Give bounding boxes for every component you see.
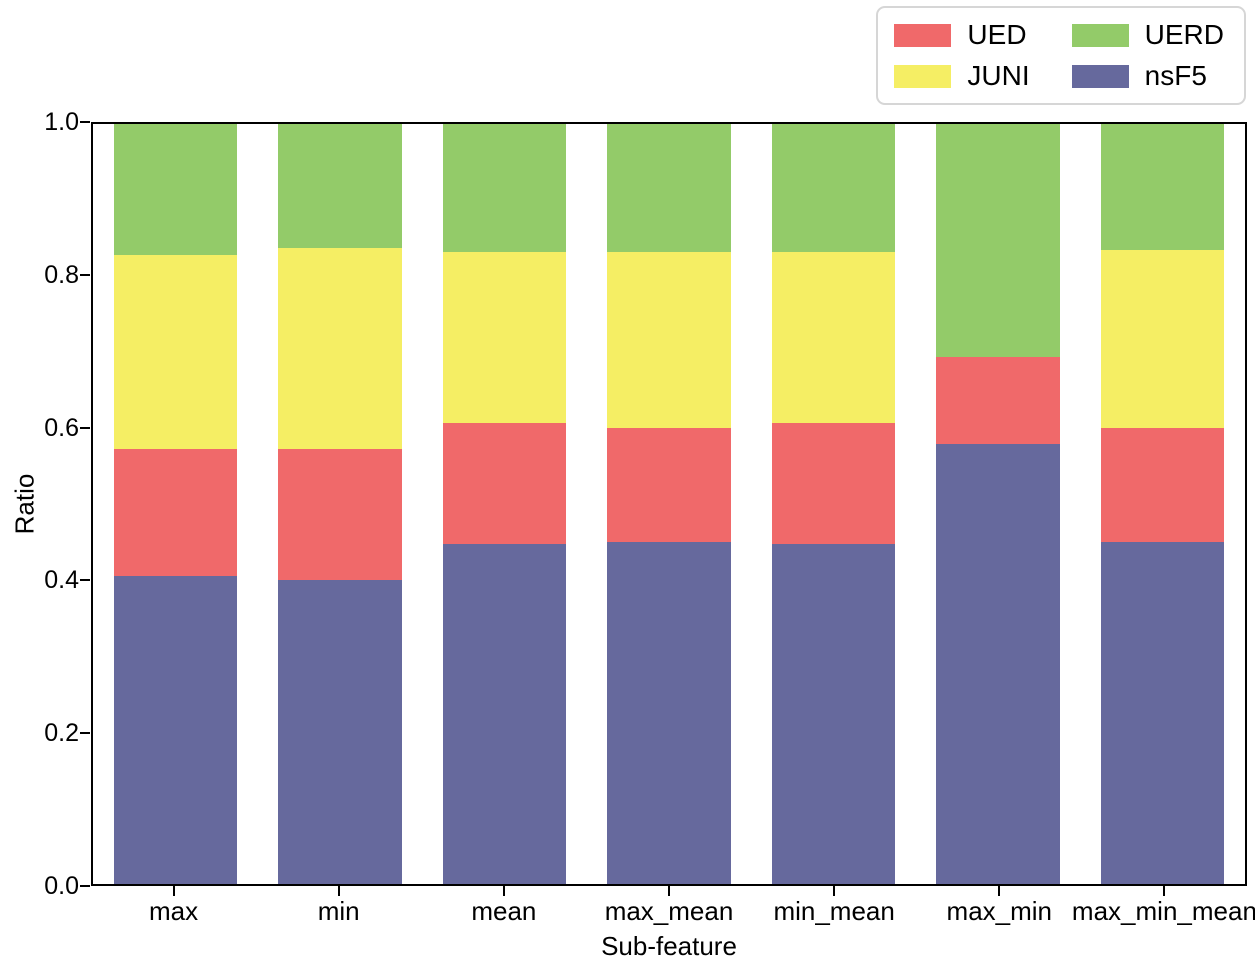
x-tick-mark — [668, 886, 670, 896]
bar-segment-min_mean-UED — [771, 422, 896, 544]
bar-mean — [442, 124, 567, 884]
x-axis-title: Sub-feature — [601, 931, 737, 961]
x-tick-mark — [172, 886, 175, 896]
x-tick-label-min_mean: min_mean — [773, 896, 895, 926]
bar-max — [113, 124, 237, 884]
legend-swatch-UERD — [1071, 23, 1129, 47]
bar-slot-min — [258, 124, 423, 884]
x-tick-mark — [337, 886, 340, 896]
x-tick-label-min: min — [317, 896, 360, 926]
bars-container — [93, 124, 1245, 884]
bar-segment-max_min_mean-JUNI — [1101, 250, 1225, 428]
x-tick-label-mean: mean — [471, 896, 537, 926]
y-tick-mark — [80, 121, 90, 123]
bar-segment-min-nsF5 — [278, 580, 402, 884]
bar-segment-mean-JUNI — [442, 251, 567, 423]
plot-area — [91, 122, 1247, 886]
bar-segment-max-UED — [113, 449, 237, 577]
y-tick-mark — [80, 732, 90, 735]
y-tick-mark — [80, 885, 90, 887]
legend-item-JUNI: JUNI — [894, 60, 1030, 91]
bar-segment-min-UERD — [278, 124, 402, 248]
legend-item-UED: UED — [894, 20, 1029, 50]
y-tick-label: 1.0 — [44, 108, 79, 136]
bar-segment-max_mean-nsF5 — [607, 542, 731, 884]
x-tick-label-max_mean: max_mean — [604, 896, 734, 926]
x-tick-mark — [502, 886, 505, 896]
bar-segment-max_min-nsF5 — [936, 443, 1060, 884]
legend-label-nsF5: nsF5 — [1144, 60, 1207, 91]
bar-segment-max_min-UED — [936, 357, 1060, 444]
legend: UED JUNI UERD nsF5 — [876, 6, 1246, 105]
bar-segment-max_mean-UERD — [607, 124, 731, 252]
bar-segment-max_mean-JUNI — [607, 251, 731, 428]
legend-swatch-nsF5 — [1071, 64, 1129, 88]
x-tick-mark — [998, 886, 1001, 896]
bar-segment-max_mean-UED — [607, 428, 731, 542]
y-axis-title: Ratio — [9, 473, 40, 535]
bar-max_min — [936, 124, 1060, 884]
bar-slot-max — [93, 124, 258, 884]
bar-segment-min-JUNI — [278, 247, 402, 449]
bar-segment-max_min_mean-nsF5 — [1101, 542, 1225, 884]
bar-segment-min-UED — [278, 448, 402, 580]
x-tick-label-max: max — [149, 896, 199, 926]
bar-segment-max_min_mean-UERD — [1101, 124, 1225, 251]
bar-slot-max_mean — [587, 124, 752, 884]
legend-item-nsF5: nsF5 — [1071, 60, 1224, 91]
y-tick-label: 0.2 — [44, 719, 79, 748]
x-tick-mark — [833, 886, 836, 896]
bar-segment-mean-UED — [442, 422, 567, 545]
y-tick-mark — [80, 273, 90, 276]
y-tick-label: 0.4 — [44, 566, 79, 595]
legend-label-JUNI: JUNI — [967, 60, 1030, 91]
bar-slot-min_mean — [751, 124, 916, 884]
bar-segment-max_min-UERD — [936, 124, 1060, 358]
legend-item-UERD: UERD — [1071, 19, 1224, 50]
bar-segment-min_mean-UERD — [771, 124, 896, 252]
y-tick-label: 0.8 — [44, 260, 79, 289]
x-tick-label-max_min: max_min — [946, 896, 1053, 926]
bar-min_mean — [771, 124, 896, 884]
bar-min — [278, 124, 402, 884]
legend-label-UED: UED — [967, 19, 1027, 50]
x-tick-label-max_min_mean: max_min_mean — [1071, 896, 1255, 926]
bar-segment-max-UERD — [113, 124, 237, 255]
bar-slot-max_min — [916, 124, 1081, 884]
bar-segment-mean-nsF5 — [442, 544, 567, 884]
y-tick-mark — [80, 579, 90, 582]
x-tick-mark — [1163, 886, 1166, 896]
bar-segment-mean-UERD — [442, 124, 567, 252]
y-tick-label: 0.0 — [44, 872, 79, 900]
bar-segment-min_mean-JUNI — [771, 251, 896, 423]
bar-max_mean — [607, 124, 731, 884]
bar-segment-max-nsF5 — [113, 576, 237, 884]
bar-slot-max_min_mean — [1080, 124, 1245, 884]
bar-max_min_mean — [1101, 124, 1225, 884]
bar-segment-max_min_mean-UED — [1101, 428, 1225, 542]
legend-swatch-JUNI — [894, 64, 952, 88]
legend-swatch-UED — [894, 23, 952, 47]
bar-segment-max-JUNI — [113, 254, 237, 450]
bar-slot-mean — [422, 124, 587, 884]
bar-segment-min_mean-nsF5 — [771, 543, 896, 884]
legend-label-UERD: UERD — [1144, 19, 1224, 50]
y-tick-label: 0.6 — [44, 413, 79, 442]
y-tick-mark — [80, 426, 90, 429]
